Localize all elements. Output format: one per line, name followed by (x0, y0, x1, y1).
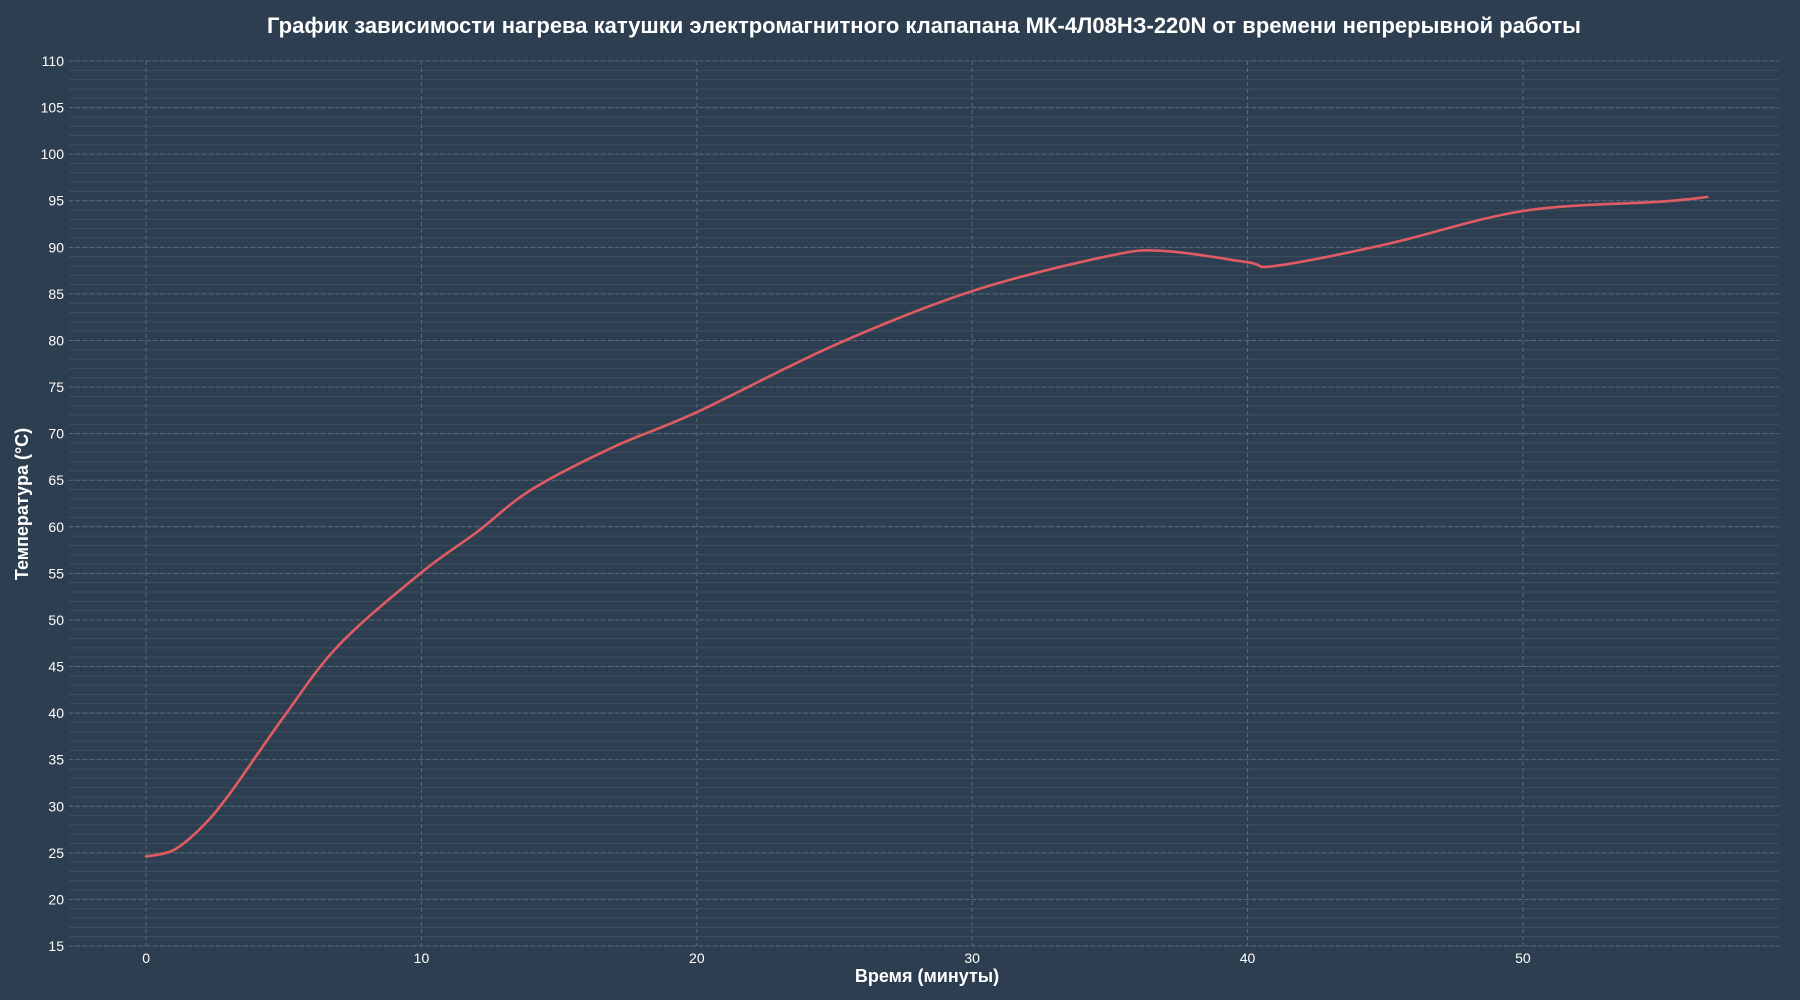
temperature-line (144, 195, 1709, 858)
y-tick-label: 75 (48, 379, 64, 395)
y-tick-label: 45 (48, 659, 64, 675)
grid (69, 60, 1779, 947)
y-tick-label: 80 (48, 332, 64, 348)
y-axis-label: Температура (°C) (12, 428, 32, 580)
y-tick-label: 25 (48, 845, 64, 861)
tick-labels: 1520253035404550556065707580859095100105… (41, 53, 1531, 966)
y-tick-label: 95 (48, 193, 64, 209)
x-tick-label: 50 (1515, 950, 1531, 966)
y-tick-label: 40 (48, 705, 64, 721)
chart-title: График зависимости нагрева катушки элект… (267, 13, 1581, 38)
y-tick-label: 85 (48, 286, 64, 302)
y-tick-label: 55 (48, 565, 64, 581)
y-tick-label: 100 (41, 146, 65, 162)
y-tick-label: 30 (48, 798, 64, 814)
y-tick-label: 15 (48, 938, 64, 954)
x-tick-label: 10 (414, 950, 430, 966)
x-axis-label: Время (минуты) (855, 966, 999, 986)
x-tick-label: 20 (689, 950, 705, 966)
y-tick-label: 65 (48, 472, 64, 488)
y-tick-label: 50 (48, 612, 64, 628)
x-tick-label: 30 (964, 950, 980, 966)
y-tick-label: 60 (48, 519, 64, 535)
y-tick-label: 20 (48, 891, 64, 907)
y-tick-label: 70 (48, 426, 64, 442)
y-tick-label: 90 (48, 239, 64, 255)
y-tick-label: 105 (41, 100, 65, 116)
x-tick-label: 0 (142, 950, 150, 966)
y-tick-label: 35 (48, 752, 64, 768)
y-tick-label: 110 (42, 53, 65, 69)
x-tick-label: 40 (1240, 950, 1256, 966)
series-layer (144, 195, 1709, 858)
